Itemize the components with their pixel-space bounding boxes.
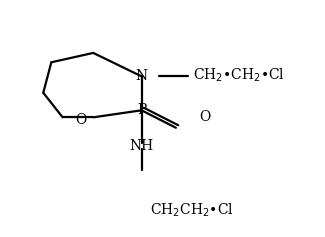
Text: CH$_2$•CH$_2$•Cl: CH$_2$•CH$_2$•Cl bbox=[193, 66, 285, 84]
Text: NH: NH bbox=[129, 139, 154, 153]
Text: N: N bbox=[136, 69, 148, 83]
Text: CH$_2$CH$_2$•Cl: CH$_2$CH$_2$•Cl bbox=[150, 202, 233, 219]
Text: P: P bbox=[137, 103, 146, 117]
Text: O: O bbox=[75, 113, 86, 127]
Text: O: O bbox=[200, 110, 211, 124]
